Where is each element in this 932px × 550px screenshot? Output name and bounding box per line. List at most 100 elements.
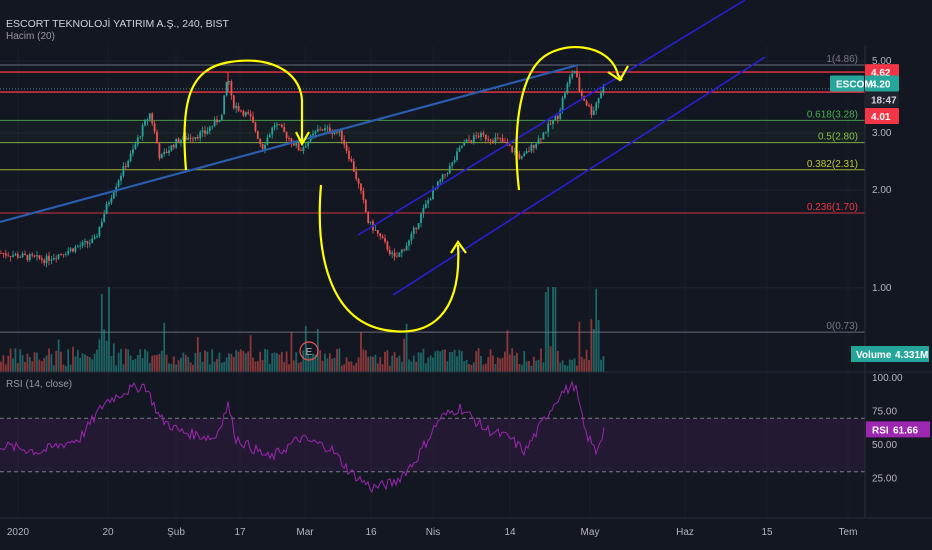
candle-body xyxy=(175,138,178,148)
candle-body xyxy=(328,127,331,133)
candle-body xyxy=(0,252,2,254)
volume-bar xyxy=(590,319,593,372)
candle-body xyxy=(549,123,552,125)
volume-bar xyxy=(28,357,31,372)
rsi-indicator-title[interactable]: RSI (14, close) xyxy=(6,379,73,390)
candle-body xyxy=(520,156,523,159)
candle-body xyxy=(153,123,156,132)
volume-bar xyxy=(204,350,206,372)
volume-bar xyxy=(36,352,38,372)
candle-body xyxy=(436,181,439,188)
candle-body xyxy=(223,95,226,115)
volume-bar xyxy=(456,356,458,372)
candle-body xyxy=(64,254,67,255)
candle-body xyxy=(280,124,283,128)
candle-body xyxy=(552,120,554,125)
candle-body xyxy=(458,147,461,152)
arrow-down-marker xyxy=(183,59,304,171)
candle-body xyxy=(4,253,7,256)
candle-body xyxy=(381,236,384,239)
candle-body xyxy=(276,124,278,126)
candle-body xyxy=(422,207,425,214)
last-price-tag-bg xyxy=(865,75,899,92)
long-trendline xyxy=(0,63,579,224)
candle-body xyxy=(410,234,413,241)
volume-bar xyxy=(499,358,502,372)
candle-body xyxy=(292,143,295,146)
candle-body xyxy=(424,203,427,208)
volume-bar xyxy=(199,352,202,372)
candle-body xyxy=(259,138,262,144)
volume-indicator-title[interactable]: Hacim (20) xyxy=(6,31,55,42)
fibonacci-retracement[interactable]: 1(4.86)0.70.618(3.28)0.5(2.80)0.382(2.31… xyxy=(0,54,865,333)
candle-body xyxy=(314,131,317,134)
volume-bar xyxy=(187,357,190,372)
volume-bar xyxy=(12,358,14,372)
volume-bar xyxy=(264,348,266,372)
candle-body xyxy=(278,124,281,126)
rsi-tick-label: 25.00 xyxy=(872,474,897,485)
trend-drawings[interactable] xyxy=(0,0,766,333)
volume-bar xyxy=(136,355,139,372)
candle-body xyxy=(187,137,190,140)
volume-bar xyxy=(170,363,173,372)
candle-body xyxy=(180,139,182,143)
volume-bar xyxy=(189,362,192,372)
volume-bar xyxy=(588,360,590,372)
volume-bar xyxy=(381,364,384,372)
volume-bar xyxy=(535,360,538,372)
candle-body xyxy=(69,248,72,251)
volume-bar xyxy=(69,364,72,372)
volume-bar xyxy=(374,354,377,372)
volume-bar xyxy=(350,361,353,372)
rsi-tick-label: 50.00 xyxy=(872,440,897,451)
volume-bar xyxy=(477,348,480,372)
volume-bar xyxy=(300,361,302,372)
candle-body xyxy=(74,246,77,252)
candle-body xyxy=(144,120,146,126)
volume-bar xyxy=(583,359,586,372)
candle-body xyxy=(134,144,137,150)
candle-body xyxy=(398,252,401,257)
candle-body xyxy=(273,125,276,128)
candle-body xyxy=(117,180,120,187)
volume-bar xyxy=(496,357,499,372)
volume-bar xyxy=(420,352,422,372)
rsi-band xyxy=(0,418,865,472)
volume-bar xyxy=(460,351,463,372)
volume-bar xyxy=(249,335,252,372)
time-tick-label: Tem xyxy=(839,527,858,538)
candle-body xyxy=(316,129,319,132)
candle-body xyxy=(412,227,415,235)
candle-body xyxy=(124,166,127,168)
candle-body xyxy=(602,85,605,93)
candle-body xyxy=(384,238,386,242)
volume-bar xyxy=(7,355,10,372)
candle-body xyxy=(132,149,134,154)
volume-bar xyxy=(376,363,379,372)
symbol-tag: ESCOM xyxy=(836,80,873,91)
price-tick-label: 3.00 xyxy=(872,128,892,139)
candle-body xyxy=(91,238,94,244)
candle-body xyxy=(504,141,506,143)
candle-body xyxy=(43,259,46,264)
symbol-title[interactable]: ESCORT TEKNOLOJİ YATIRIM A.Ş., 240, BIST xyxy=(6,18,229,30)
candle-body xyxy=(331,132,334,134)
candle-body xyxy=(580,90,583,96)
candle-body xyxy=(566,83,569,94)
candle-body xyxy=(523,153,526,157)
volume-bar xyxy=(141,358,144,372)
channel-upper xyxy=(357,0,746,236)
time-tick-label: Haz xyxy=(676,527,694,538)
volume-bar xyxy=(602,355,605,372)
volume-bar xyxy=(261,360,264,372)
candle-body xyxy=(364,199,367,213)
volume-bar xyxy=(580,356,583,372)
candle-body xyxy=(475,135,478,137)
volume-bar xyxy=(446,361,449,372)
volume-bar xyxy=(518,364,521,372)
candle-body xyxy=(484,134,487,140)
volume-bar xyxy=(506,330,509,372)
volume-bar xyxy=(326,358,329,372)
